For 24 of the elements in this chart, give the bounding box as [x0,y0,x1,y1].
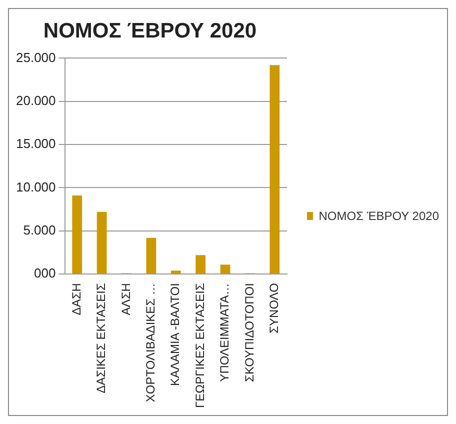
bar [170,270,181,274]
x-tick-label: ΥΠΟΛΕΙΜΜΑΤΑ… [218,283,232,382]
bar [196,255,206,274]
bar [220,264,230,274]
x-tick-label: ΧΟΡΤΟΛΙΒΑΔΙΚΕΣ … [144,283,158,402]
legend-label: ΝΟΜΟΣ ΈΒΡΟΥ 2020 [318,209,439,223]
x-tick-label: ΔΑΣΗ [69,283,84,316]
x-tick-label: ΑΛΣΗ [118,283,133,316]
x-tick-label: ΣΚΟΥΠΙΔΟΤΟΠΟΙ [242,283,256,382]
x-tick-label: ΚΑΛΑΜΙΑ -ΒΑΛΤΟΙ [168,283,182,386]
bar [96,212,107,274]
x-tick-label: ΓΕΩΡΓΙΚΕΣ ΕΚΤΑΣΕΙΣ [192,283,207,408]
y-tick-label: 25.000 [16,50,56,65]
x-tick-label: ΣΥΝΟΛΟ [266,283,281,334]
y-tick-label: 15.000 [16,136,56,152]
x-tick-label: ΔΑΣΙΚΕΣ ΕΚΤΑΣΕΙΣ [94,283,108,394]
y-tick-label: 000 [34,266,56,281]
bar [270,65,280,274]
y-tick-label: 20.000 [16,92,56,108]
chart-title: ΝΟΜΟΣ ΈΒΡΟΥ 2020 [43,19,257,42]
bar [72,196,82,274]
y-tick-label: 10.000 [16,179,56,194]
y-tick-label: 5.000 [23,222,56,238]
bar [146,238,156,274]
